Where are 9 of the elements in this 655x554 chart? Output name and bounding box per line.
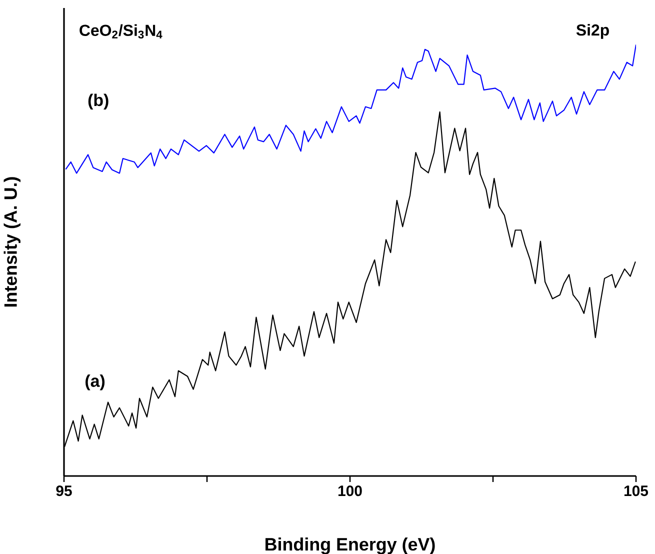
x-tick-label: 95	[56, 486, 72, 496]
y-axis-title: Intensity (A. U.)	[4, 177, 20, 307]
text: CeO$_{2}$/Si$_{3}$N$_{4}$	[80, 24, 162, 39]
x-tick-label: 100	[338, 486, 362, 496]
x-tick-label: 105	[624, 486, 648, 496]
series-label: (a)	[86, 374, 105, 390]
x-axis-title: Binding Energy (eV)	[266, 538, 435, 554]
text: (b)	[88, 94, 108, 110]
text: Si2p	[576, 24, 609, 39]
